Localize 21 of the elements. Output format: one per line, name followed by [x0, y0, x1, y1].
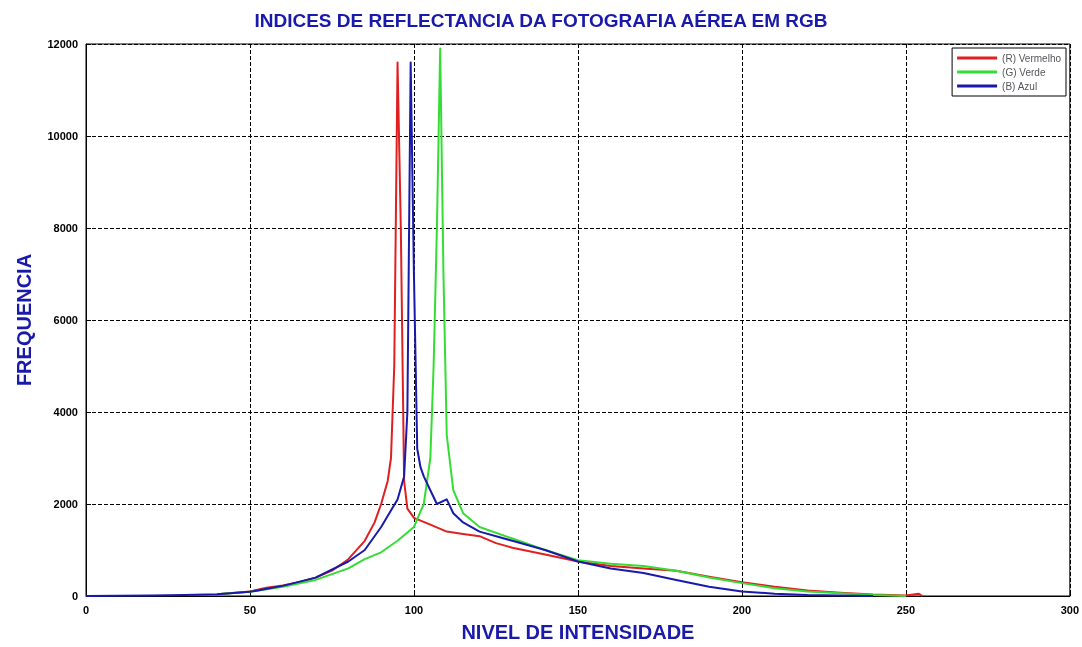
y-axis-title: FREQUENCIA [13, 253, 35, 387]
y-tick-label: 10000 [47, 130, 78, 142]
x-tick-label: 250 [896, 603, 916, 616]
y-tick-label: 2000 [53, 498, 78, 510]
legend-label: (B) Azul [1002, 80, 1038, 92]
chart-title: INDICES DE REFLECTANCIA DA FOTOGRAFIA AÉREA EM RGB [254, 10, 828, 31]
y-tick-label: 12000 [47, 38, 78, 50]
x-tick-label: 150 [568, 603, 588, 616]
x-tick-label: 300 [1060, 603, 1079, 616]
x-tick-label: 100 [404, 603, 424, 616]
y-tick-label: 8000 [53, 222, 78, 234]
y-tick-label: 4000 [53, 406, 78, 418]
legend-label: (R) Vermelho [1002, 52, 1062, 64]
x-tick-label: 50 [243, 603, 257, 616]
x-axis-title: NIVEL DE INTENSIDADE [461, 621, 695, 643]
x-tick-label: 0 [82, 603, 90, 616]
y-tick-label: 6000 [53, 314, 78, 326]
legend-label: (G) Verde [1002, 66, 1046, 78]
y-tick-label: 0 [71, 590, 78, 602]
x-tick-label: 200 [732, 603, 752, 616]
line-series [85, 61, 875, 597]
